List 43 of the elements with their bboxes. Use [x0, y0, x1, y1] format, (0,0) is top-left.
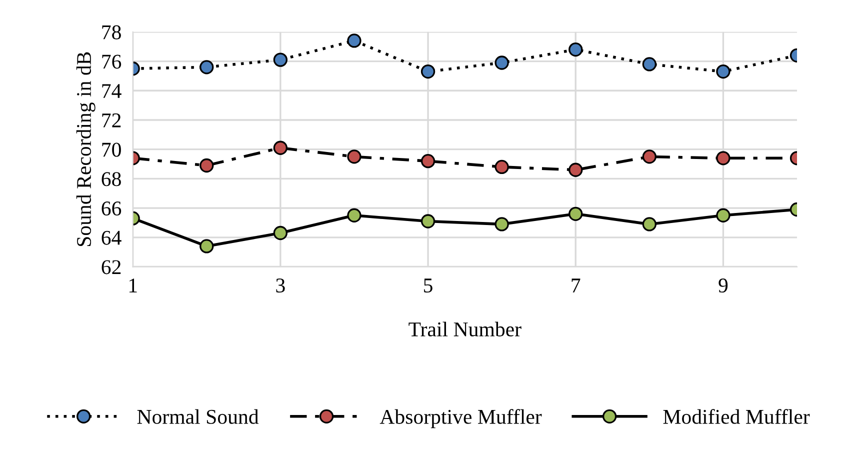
point	[273, 226, 288, 240]
y-tick-label: 70	[102, 142, 121, 157]
legend-label: Absorptive Muffler	[380, 409, 542, 428]
point	[568, 42, 583, 57]
legend-label: Normal Sound	[137, 409, 259, 424]
point	[347, 34, 362, 48]
point	[642, 57, 656, 72]
x-axis-title: Trail Number	[408, 322, 522, 336]
point	[420, 214, 436, 228]
x-tick-label: 7	[572, 278, 580, 292]
point	[273, 52, 288, 67]
point	[347, 150, 362, 164]
point	[200, 239, 214, 254]
point	[494, 160, 509, 174]
y-axis-title: Sound Recording in dB	[76, 52, 96, 246]
x-tick-label: 5	[424, 278, 432, 293]
point	[494, 217, 509, 232]
point	[420, 64, 436, 79]
point	[716, 208, 730, 222]
y-tick-label: 76	[102, 54, 122, 69]
point	[494, 56, 509, 70]
y-tick-label: 68	[102, 172, 121, 186]
point	[347, 208, 362, 222]
y-tick-label: 64	[102, 230, 122, 245]
y-tick-label: 78	[102, 25, 121, 40]
point	[568, 162, 583, 177]
point	[200, 158, 214, 173]
point	[273, 140, 288, 155]
x-tick-label: 1	[129, 278, 137, 292]
point	[716, 151, 730, 166]
x-tick-label: 3	[276, 278, 285, 293]
point	[642, 217, 656, 232]
point	[568, 206, 583, 222]
y-tick-label: 62	[102, 260, 121, 274]
y-tick-label: 66	[102, 201, 122, 216]
point	[200, 60, 214, 74]
point	[420, 154, 436, 168]
point	[642, 150, 656, 164]
y-tick-label: 74	[102, 84, 122, 98]
point	[716, 64, 730, 79]
y-tick-label: 72	[102, 113, 121, 128]
x-tick-label: 9	[718, 278, 728, 293]
legend-label: Modified Muffler	[663, 409, 810, 424]
